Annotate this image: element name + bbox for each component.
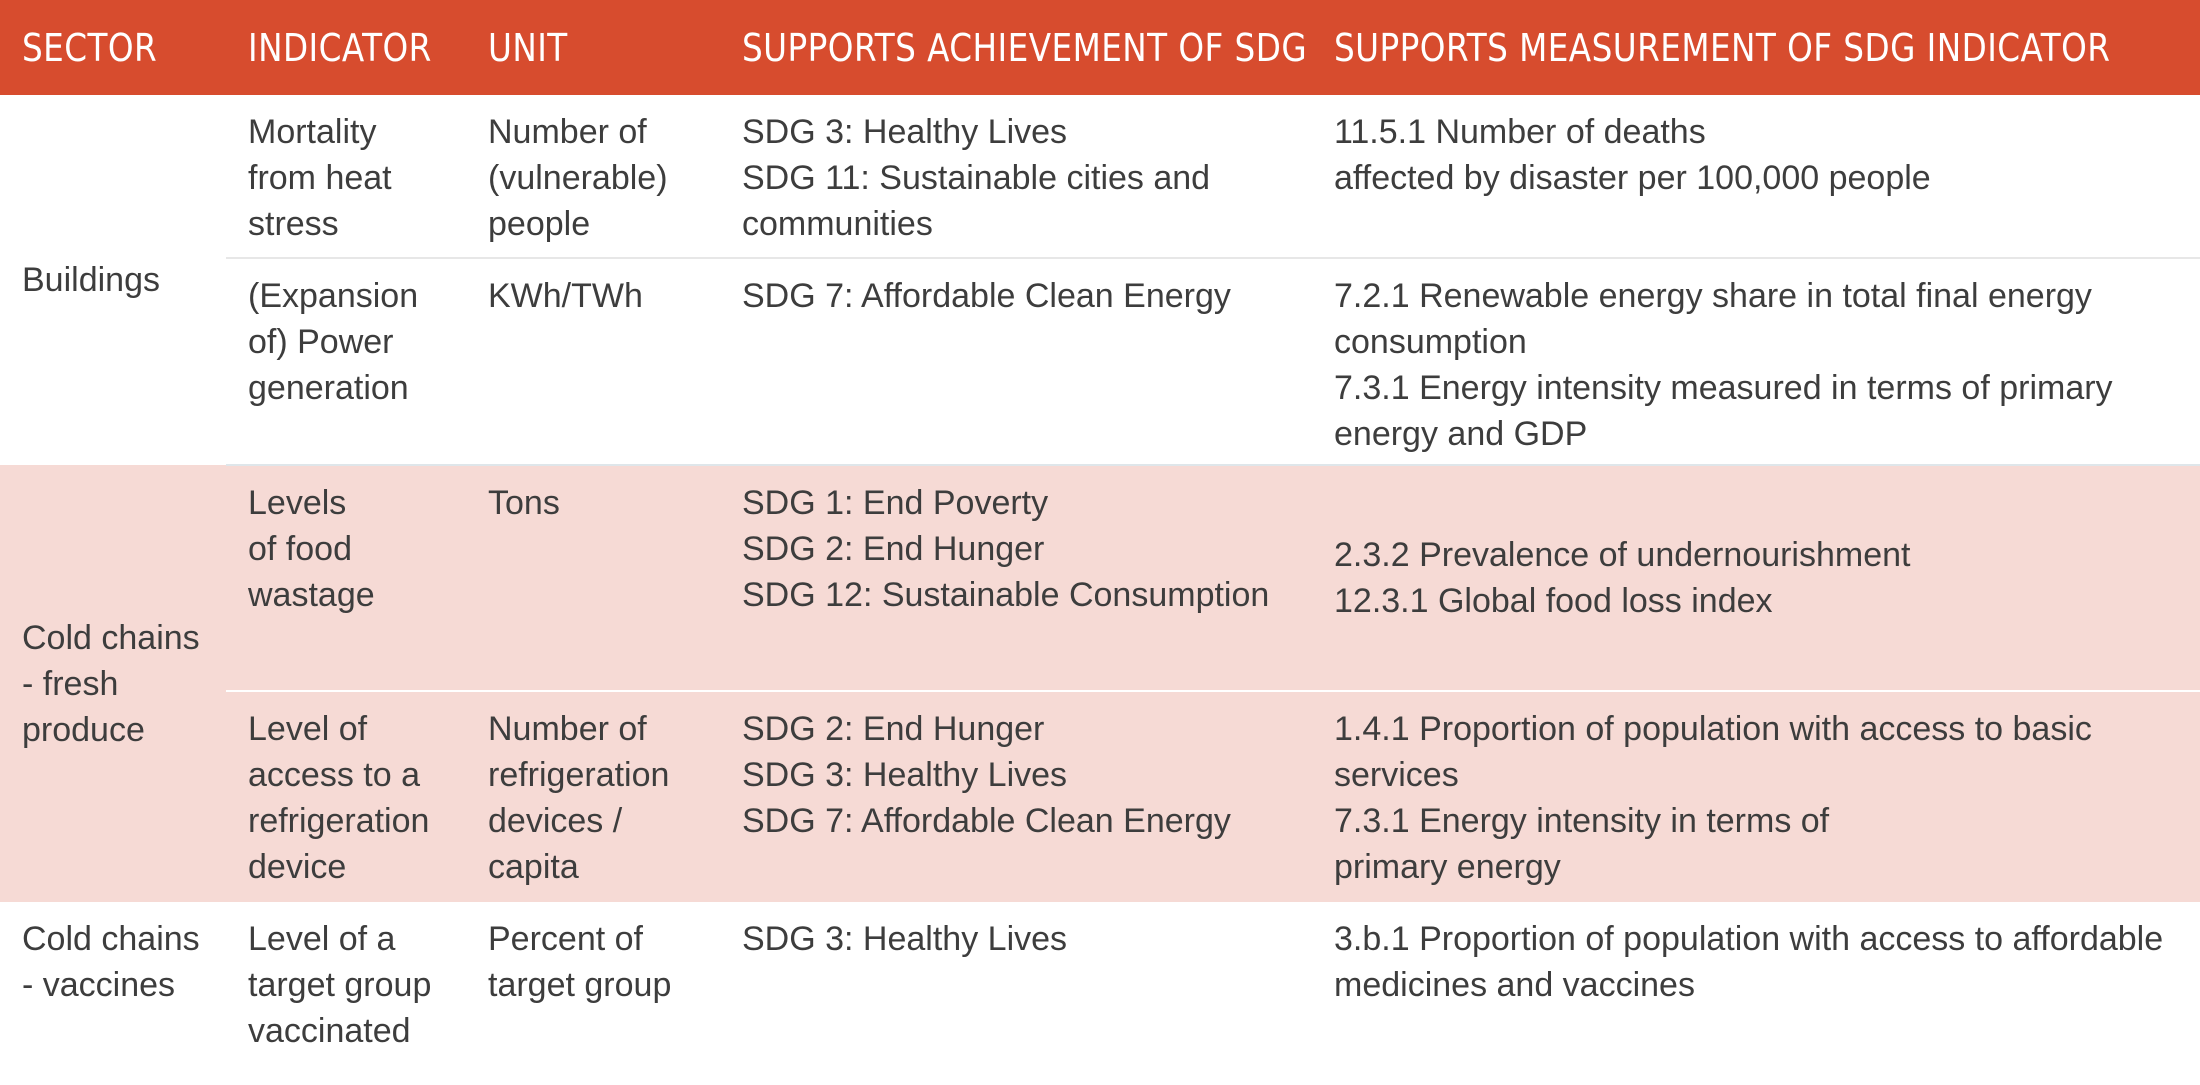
cell-line: SDG 3: Healthy Lives <box>742 920 1068 958</box>
sector-label: - vaccines <box>22 966 176 1004</box>
sector-cold-chains-fresh: Cold chains - fresh produce <box>0 465 226 902</box>
cell-line: stress <box>248 205 339 243</box>
sector-label: Buildings <box>22 261 160 299</box>
cell-line: 7.2.1 Renewable energy share in total fi… <box>1334 277 2092 315</box>
achievement-cell: SDG 3: Healthy Lives SDG 11: Sustainable… <box>720 95 1312 259</box>
unit-cell: Number of refrigeration devices / capita <box>466 691 720 902</box>
cell-line: services <box>1334 756 1459 794</box>
cell-line: wastage <box>248 576 375 614</box>
cell-line: SDG 11: Sustainable cities and <box>742 159 1211 197</box>
sector-label: Cold chains <box>22 920 200 958</box>
cell-line: SDG 2: End Hunger <box>742 710 1045 748</box>
unit-cell: KWh/TWh <box>466 258 720 466</box>
cell-line: Number of <box>488 710 647 748</box>
cell-line: (Expansion <box>248 277 419 315</box>
cell-line: 7.3.1 Energy intensity measured in terms… <box>1334 369 2113 407</box>
cell-line: affected by disaster per 100,000 people <box>1334 159 1931 197</box>
cell-line: Level of a <box>248 920 396 958</box>
cell-line: target group <box>488 966 672 1004</box>
table-header: SECTOR INDICATOR UNIT SUPPORTS ACHIEVEME… <box>0 0 2200 95</box>
achievement-cell: SDG 3: Healthy Lives <box>720 902 1312 1085</box>
cell-line: access to a <box>248 756 420 794</box>
cell-line: refrigeration <box>488 756 670 794</box>
cell-line: SDG 1: End Poverty <box>742 484 1049 522</box>
cell-line: SDG 12: Sustainable Consumption <box>742 576 1270 614</box>
cell-line: KWh/TWh <box>488 277 643 315</box>
cell-line: 12.3.1 Global food loss index <box>1334 582 1773 620</box>
measurement-cell: 2.3.2 Prevalence of undernourishment 12.… <box>1312 465 2200 692</box>
cell-line: device <box>248 848 347 886</box>
measurement-cell: 7.2.1 Renewable energy share in total fi… <box>1312 258 2200 466</box>
cell-line: Mortality <box>248 113 377 151</box>
header-row: SECTOR INDICATOR UNIT SUPPORTS ACHIEVEME… <box>0 0 2200 95</box>
cell-line: generation <box>248 369 409 407</box>
header-unit: UNIT <box>466 0 720 95</box>
cell-line: SDG 7: Affordable Clean Energy <box>742 802 1231 840</box>
header-measurement: SUPPORTS MEASUREMENT OF SDG INDICATOR <box>1312 0 2200 95</box>
header-sector: SECTOR <box>0 0 226 95</box>
indicator-cell: Level of a target group vaccinated <box>226 902 466 1085</box>
cell-line: people <box>488 205 591 243</box>
cell-line: Number of <box>488 113 647 151</box>
indicator-cell: Mortality from heat stress <box>226 95 466 259</box>
unit-cell: Number of (vulnerable) people <box>466 95 720 259</box>
cell-line: of) Power <box>248 323 394 361</box>
header-achievement: SUPPORTS ACHIEVEMENT OF SDG <box>720 0 1312 95</box>
cell-line: communities <box>742 205 933 243</box>
cell-line: SDG 3: Healthy Lives <box>742 113 1068 151</box>
unit-cell: Tons <box>466 465 720 692</box>
cell-line: of food <box>248 530 352 568</box>
indicator-cell: Level of access to a refrigeration devic… <box>226 691 466 902</box>
cell-line: SDG 7: Affordable Clean Energy <box>742 277 1231 315</box>
sector-buildings: Buildings <box>0 95 226 465</box>
cell-line: 11.5.1 Number of deaths <box>1334 113 1706 151</box>
sector-label: Cold chains <box>22 618 200 657</box>
cell-line: Levels <box>248 484 347 522</box>
table-row: Cold chains - fresh produce Levels of fo… <box>0 465 2200 902</box>
achievement-cell: SDG 2: End Hunger SDG 3: Healthy Lives S… <box>720 691 1312 902</box>
cell-line: SDG 2: End Hunger <box>742 530 1045 568</box>
indicator-cell: Levels of food wastage <box>226 465 466 692</box>
cell-line: Percent of <box>488 920 643 958</box>
cell-line: primary energy <box>1334 848 1561 886</box>
measurement-cell: 3.b.1 Proportion of population with acce… <box>1312 902 2200 1085</box>
indicator-cell: (Expansion of) Power generation <box>226 258 466 466</box>
cell-line: from heat <box>248 159 392 197</box>
measurement-cell: 1.4.1 Proportion of population with acce… <box>1312 691 2200 902</box>
cell-line: target group <box>248 966 432 1004</box>
table-row: Cold chains - vaccines Level of a target… <box>0 902 2200 1085</box>
cell-line: capita <box>488 848 579 886</box>
cell-line: (vulnerable) <box>488 159 668 197</box>
achievement-cell: SDG 1: End Poverty SDG 2: End Hunger SDG… <box>720 465 1312 692</box>
cell-line: refrigeration <box>248 802 430 840</box>
sector-cold-chains-vaccines: Cold chains - vaccines <box>0 902 226 1085</box>
sector-label: - fresh <box>22 664 119 703</box>
cell-line: energy and GDP <box>1334 415 1588 453</box>
cell-line: 7.3.1 Energy intensity in terms of <box>1334 802 1830 840</box>
cell-line: 1.4.1 Proportion of population with acce… <box>1334 710 2092 748</box>
table-row: Level of access to a refrigeration devic… <box>0 691 2200 902</box>
cell-line: vaccinated <box>248 1012 411 1050</box>
cell-line: SDG 3: Healthy Lives <box>742 756 1068 794</box>
unit-cell: Percent of target group <box>466 902 720 1085</box>
cell-line: 3.b.1 Proportion of population with acce… <box>1334 920 2164 958</box>
table-row: Buildings Mortality from heat stress Num… <box>0 95 2200 299</box>
table-body: Buildings Mortality from heat stress Num… <box>0 95 2200 1085</box>
achievement-cell: SDG 7: Affordable Clean Energy <box>720 258 1312 466</box>
cell-line: devices / <box>488 802 623 840</box>
cell-line: Tons <box>488 484 560 522</box>
cell-line: medicines and vaccines <box>1334 966 1695 1004</box>
sector-label: produce <box>22 710 145 749</box>
header-indicator: INDICATOR <box>226 0 466 95</box>
cell-line: 2.3.2 Prevalence of undernourishment <box>1334 536 1911 574</box>
cell-line: Level of <box>248 710 368 748</box>
table-row: (Expansion of) Power generation KWh/TWh … <box>0 258 2200 466</box>
cell-line: consumption <box>1334 323 1527 361</box>
measurement-cell: 11.5.1 Number of deaths affected by disa… <box>1312 95 2200 259</box>
